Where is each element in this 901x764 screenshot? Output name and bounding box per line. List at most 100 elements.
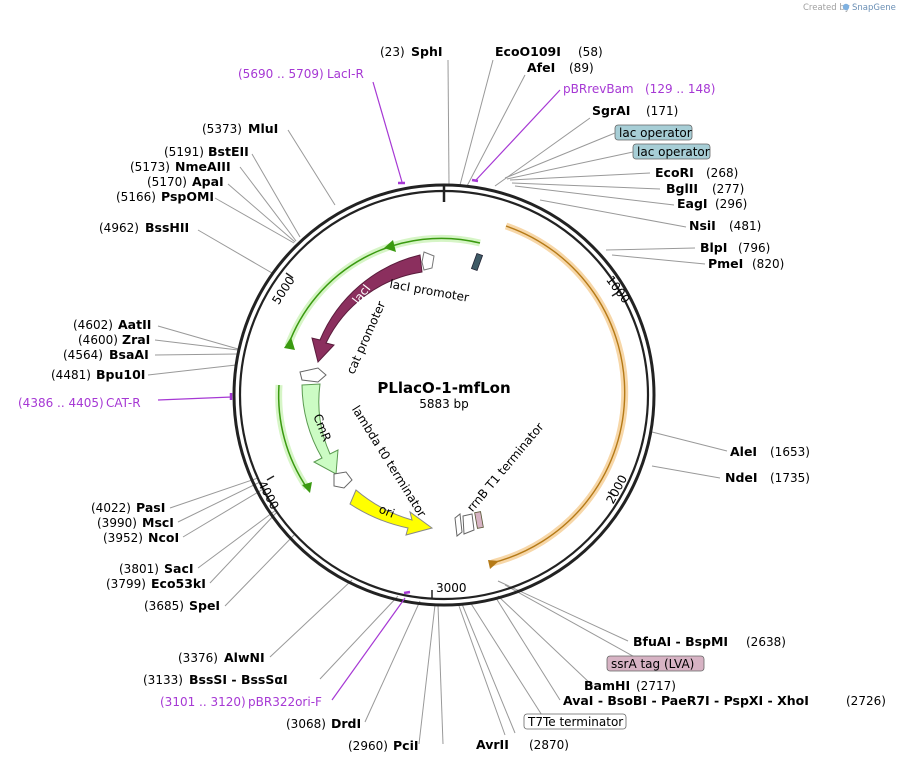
site-pcii-pos: (2960) <box>348 739 388 753</box>
cat-promoter-label: cat promoter <box>344 299 389 376</box>
site-mlui-name: MluI <box>248 121 278 136</box>
rrnb-label: rrnB T1 terminator <box>464 420 547 515</box>
site-avai-name: AvaI - BsoBI - PaeR7I - PspXI - XhoI <box>563 693 809 708</box>
ssra-tag-label: ssrA tag (LVA) <box>611 657 694 671</box>
green-arc-mid-arrowhead <box>384 240 396 252</box>
site-eagi-name: EagI <box>677 196 708 211</box>
site-ecoo109i-name: EcoO109I <box>495 44 561 59</box>
primer-lines <box>157 81 561 701</box>
scale-ticks <box>266 272 621 598</box>
site-msci-name: MscI <box>142 515 174 530</box>
green-arc-top-arrowhead <box>284 337 295 350</box>
site-ecoo109i-pos: (58) <box>578 45 603 59</box>
site-pasi-pos: (4022) <box>91 501 131 515</box>
plasmid-backbone <box>232 183 656 607</box>
laci-promoter-feature[interactable] <box>421 251 435 271</box>
site-bamhi-name: BamHI <box>584 678 630 693</box>
site-sgrai-name: SgrAI <box>592 103 630 118</box>
site-saci-pos: (3801) <box>119 562 159 576</box>
rrnb-t2-mark <box>454 513 463 537</box>
ori-label: ori <box>377 502 397 521</box>
site-spei-pos: (3685) <box>144 599 184 613</box>
insert-arc <box>491 225 626 564</box>
site-pmei-pos: (820) <box>752 257 784 271</box>
snapgene-logo-icon <box>842 3 850 11</box>
site-saci-name: SacI <box>164 561 194 576</box>
t7te-terminator-label: T7Te terminator <box>527 715 623 729</box>
plasmid-size: 5883 bp <box>419 397 469 411</box>
site-alwni-pos: (3376) <box>178 651 218 665</box>
site-avai-pos: (2726) <box>846 694 886 708</box>
site-avrii-pos: (2870) <box>529 738 569 752</box>
green-arc-left-arrowhead <box>302 482 312 493</box>
site-nmeaiii-pos: (5173) <box>130 160 170 174</box>
lac-operator-box-1 <box>614 124 693 141</box>
site-ndei-pos: (1735) <box>770 471 810 485</box>
site-bfuai-pos: (2638) <box>746 635 786 649</box>
site-bfuai-name: BfuAI - BspMI <box>633 634 728 649</box>
sites-right: (23) SphI EcoO109I (58) AfeI (89) SgrAI … <box>380 44 886 752</box>
primer-pbr322ori-f-name: pBR322ori-F <box>248 695 322 709</box>
rrnb-t1-mark[interactable] <box>462 513 475 535</box>
plasmid-name: PLlacO-1-mfLon <box>377 379 510 397</box>
green-arc-left <box>277 384 308 489</box>
site-alei-name: AleI <box>730 444 757 459</box>
site-pasi-name: PasI <box>136 500 165 515</box>
credit-brand: SnapGene <box>852 3 896 13</box>
site-bsaai-name: BsaAI <box>109 347 149 362</box>
site-blpi-name: BlpI <box>700 240 727 255</box>
site-bglii-pos: (277) <box>712 182 744 196</box>
lambda-t0-feature[interactable] <box>333 471 353 489</box>
t7te-terminator-box <box>523 713 627 730</box>
site-avrii-name: AvrII <box>476 737 509 752</box>
site-bpu10i-pos: (4481) <box>51 368 91 382</box>
primer-marks <box>229 178 479 595</box>
site-bamhi-pos: (2717) <box>636 679 676 693</box>
site-apai-pos: (5170) <box>147 175 187 189</box>
site-pspomi-pos: (5166) <box>116 190 156 204</box>
site-blpi-pos: (796) <box>738 241 770 255</box>
site-bsteii-name: BstEII <box>208 144 249 159</box>
site-nmeaiii-name: NmeAIII <box>175 159 231 174</box>
insert-arc-arrowhead <box>488 560 499 569</box>
site-bsshii-pos: (4962) <box>99 221 139 235</box>
cat-promoter-feature[interactable] <box>299 367 327 383</box>
site-bsssi-pos: (3133) <box>143 673 183 687</box>
primer-laci-r-range: (5690 .. 5709) <box>238 67 324 81</box>
site-zrai-pos: (4600) <box>78 333 118 347</box>
site-nsii-name: NsiI <box>689 218 716 233</box>
site-drdi-pos: (3068) <box>286 717 326 731</box>
site-ndei-name: NdeI <box>725 470 758 485</box>
site-bsaai-pos: (4564) <box>63 348 103 362</box>
laci-feature[interactable] <box>311 254 423 364</box>
site-ecori-pos: (268) <box>706 166 738 180</box>
site-msci-pos: (3990) <box>97 516 137 530</box>
tick-1000: 1000 <box>603 273 633 306</box>
insert-arc-glow <box>491 222 629 567</box>
tick-3000: 3000 <box>436 581 467 595</box>
ori-feature[interactable] <box>349 489 434 536</box>
site-aatii-pos: (4602) <box>73 318 113 332</box>
primer-laci-r-name: LacI-R <box>327 67 364 81</box>
site-alwni-name: AlwNI <box>224 650 265 665</box>
lac-operator-box-2 <box>632 143 711 160</box>
site-zrai-name: ZraI <box>122 332 150 347</box>
site-spei-name: SpeI <box>189 598 220 613</box>
green-arc-top <box>287 237 481 347</box>
site-bsshii-name: BssHII <box>145 220 189 235</box>
lac-operator-mark <box>470 252 484 272</box>
lac-operator-label-1: lac operator <box>619 126 692 140</box>
ssra-tag-box <box>606 655 705 672</box>
site-pmei-name: PmeI <box>708 256 743 271</box>
site-eagi-pos: (296) <box>715 197 747 211</box>
site-connectors <box>147 59 728 745</box>
site-afei-pos: (89) <box>569 61 594 75</box>
site-eco53ki-name: Eco53kI <box>151 576 206 591</box>
site-drdi-name: DrdI <box>331 716 361 731</box>
primer-pbrrevbam-range: (129 .. 148) <box>645 82 715 96</box>
cmr-feature[interactable] <box>301 383 339 475</box>
primer-cat-r-name: CAT-R <box>106 396 141 410</box>
site-apai-name: ApaI <box>192 174 224 189</box>
site-ncoi-name: NcoI <box>148 530 179 545</box>
